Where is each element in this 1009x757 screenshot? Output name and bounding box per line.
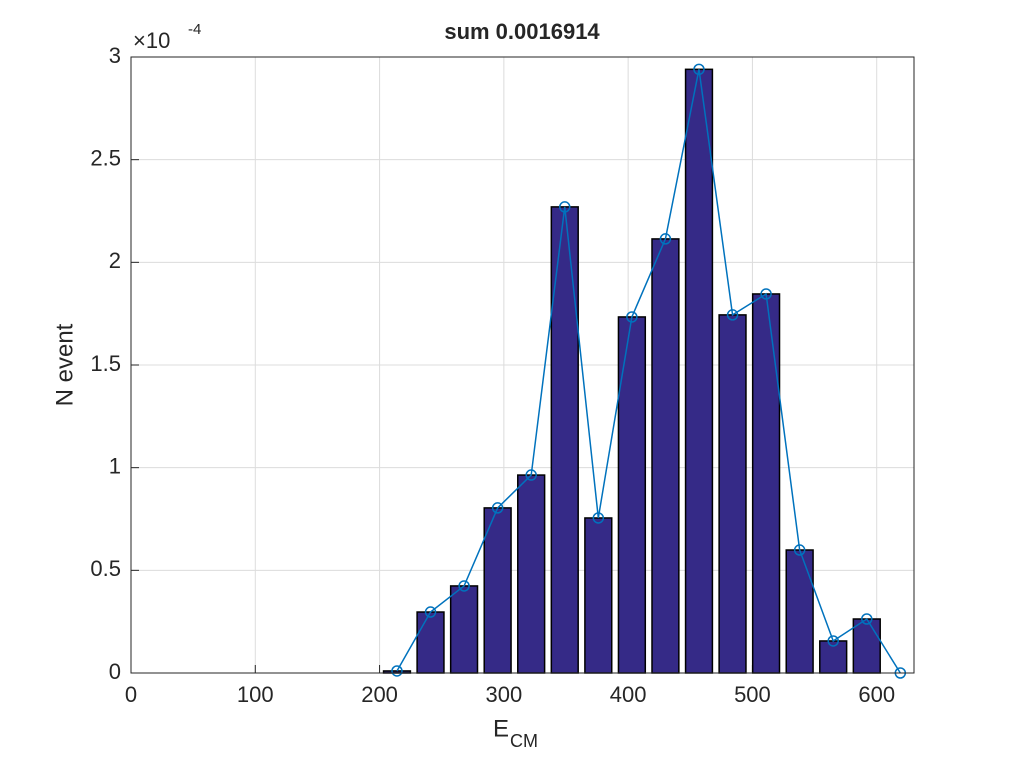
marker [592, 512, 605, 524]
y-tick-label: 1 [109, 453, 121, 478]
y-tick-label: 2.5 [90, 145, 121, 170]
marker [659, 233, 672, 245]
marker [726, 309, 739, 321]
x-tick-label: 200 [361, 682, 398, 707]
marker [827, 635, 839, 647]
marker [626, 311, 638, 323]
marker [458, 580, 470, 592]
x-tick-label: 100 [237, 682, 274, 707]
y-tick-label: 2 [109, 248, 121, 273]
y-tick-label: 1.5 [90, 351, 121, 376]
marker [391, 665, 403, 677]
bar [651, 238, 680, 674]
x-axis-label: E [493, 715, 509, 742]
bar [751, 293, 781, 674]
bar [852, 618, 881, 674]
axes-box [130, 56, 915, 674]
x-tick-label: 600 [858, 682, 895, 707]
marker [861, 613, 873, 625]
bar [517, 474, 546, 674]
x-axis-label-subscript: CM [510, 731, 538, 751]
bar [449, 585, 479, 674]
y-tick-label: 3 [109, 43, 121, 68]
y-tick-label: 0 [109, 659, 121, 684]
marker [693, 63, 705, 76]
bar [684, 68, 714, 674]
marker [559, 201, 571, 213]
y-multiplier-exponent: -4 [188, 21, 201, 38]
line [396, 69, 901, 674]
bar [785, 549, 814, 674]
marker [793, 544, 806, 556]
bar [483, 507, 512, 674]
bar [416, 611, 445, 674]
marker [424, 606, 437, 618]
bar [718, 314, 747, 674]
marker [525, 469, 537, 481]
y-multiplier: ×10 [133, 28, 170, 53]
bar [584, 517, 613, 674]
x-tick-label: 500 [734, 682, 771, 707]
marker [491, 502, 504, 514]
x-tick-label: 400 [610, 682, 647, 707]
x-tick-label: 300 [485, 682, 522, 707]
y-axis-label: N event [51, 323, 78, 406]
x-tick-label: 0 [125, 682, 137, 707]
y-tick-label: 0.5 [90, 556, 121, 581]
marker [760, 288, 772, 300]
chart-title: sum 0.0016914 [444, 19, 600, 44]
